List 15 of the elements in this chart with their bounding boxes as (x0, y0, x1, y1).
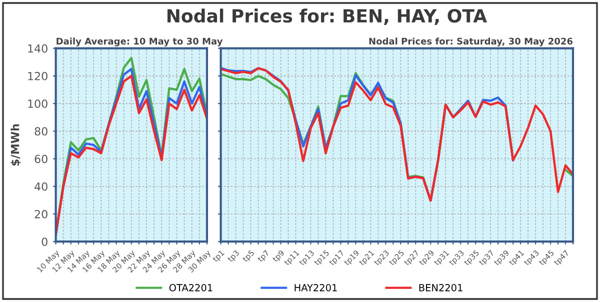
chart-title: Nodal Prices for: BEN, HAY, OTA (167, 8, 487, 25)
y-tick-label: 120 (28, 72, 48, 80)
y-tick-label: 60 (34, 154, 48, 164)
y-tick-label: 20 (34, 210, 48, 218)
y-tick-label: 140 (28, 44, 48, 53)
y-tick-label: 100 (28, 100, 48, 108)
chart-subtitle: Nodal Prices for: Saturday, 30 May 2026 (369, 38, 573, 46)
legend-label: BEN2201 (419, 284, 462, 292)
legend-label: OTA2201 (169, 284, 212, 292)
y-axis-title: $/MWh (10, 124, 21, 166)
y-tick-label: 0 (42, 238, 48, 246)
chart-title: Daily Average: 10 May to 30 May (56, 38, 223, 46)
legend-label: HAY2201 (294, 284, 337, 292)
y-tick-label: 40 (34, 182, 48, 191)
y-tick-label: 80 (34, 127, 48, 136)
